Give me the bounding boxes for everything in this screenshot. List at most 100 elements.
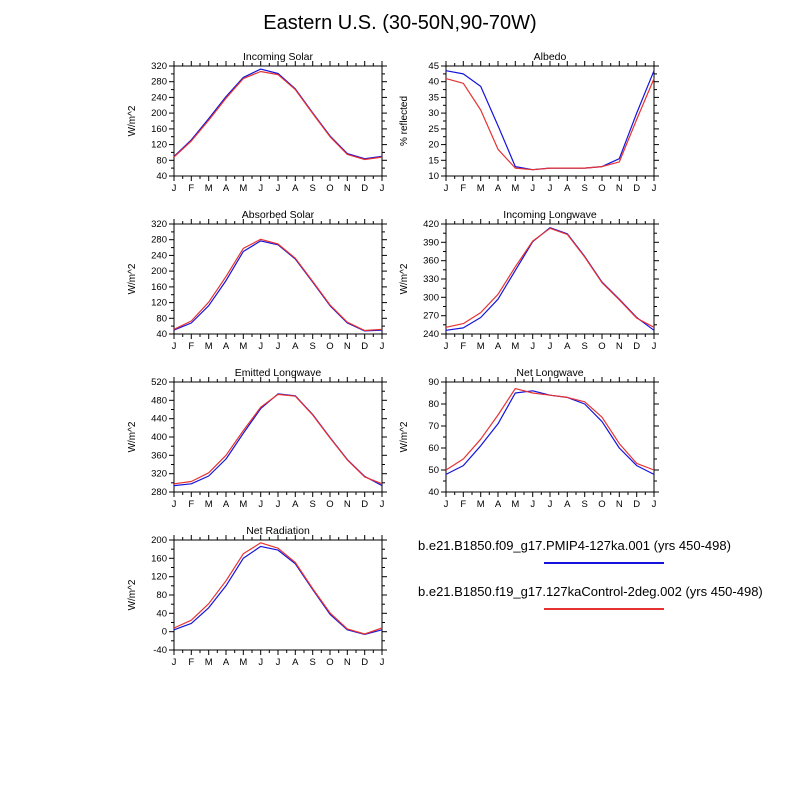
y-axis-label: W/m^2: [127, 105, 138, 136]
chart-net-longwave: Net Longwave W/m^2 J F M A M J J A S O N D J 40 50 60 70 80…: [394, 364, 664, 516]
svg-text:J: J: [172, 183, 177, 194]
chart-albedo: Albedo% reflected J F M A M J J A S O N D J 10 15 20 25 30…: [394, 48, 664, 200]
svg-text:S: S: [582, 341, 588, 352]
svg-text:J: J: [258, 499, 263, 510]
svg-text:160: 160: [151, 282, 167, 293]
plot-frame: [173, 539, 383, 651]
chart-title: Incoming Solar: [243, 51, 314, 63]
svg-text:J: J: [444, 341, 449, 352]
svg-text:O: O: [326, 657, 333, 668]
svg-text:J: J: [258, 183, 263, 194]
svg-text:320: 320: [151, 61, 167, 72]
chart-incoming-solar: Incoming Solar W/m^2 J F M A M J J A S O N D J 40 80 120 1…: [122, 48, 392, 200]
svg-text:45: 45: [428, 61, 439, 72]
svg-text:F: F: [188, 341, 194, 352]
svg-text:160: 160: [151, 553, 167, 564]
series-line-red: [173, 238, 383, 332]
svg-text:N: N: [344, 183, 351, 194]
svg-text:360: 360: [423, 256, 439, 267]
axis-ticks: [441, 61, 659, 181]
series-line-blue: [173, 393, 383, 487]
svg-text:J: J: [172, 657, 177, 668]
axis-ticks: [169, 219, 387, 339]
y-tick-labels: 280 320 360 400 440 480 520: [151, 377, 167, 498]
svg-text:J: J: [380, 499, 385, 510]
svg-text:J: J: [276, 183, 281, 194]
legend: b.e21.B1850.f09_g17.PMIP4-127ka.001 (yrs…: [418, 538, 790, 630]
series-line-red: [445, 227, 655, 328]
svg-text:320: 320: [151, 219, 167, 230]
series-line-blue: [445, 390, 655, 475]
svg-text:120: 120: [151, 572, 167, 583]
svg-text:M: M: [239, 341, 247, 352]
svg-text:O: O: [598, 341, 605, 352]
svg-text:-40: -40: [153, 645, 167, 656]
chart-title: Albedo: [534, 51, 567, 63]
svg-text:J: J: [276, 499, 281, 510]
y-tick-labels: -40 0 40 80 120 160 200: [151, 535, 167, 656]
svg-text:A: A: [495, 183, 502, 194]
svg-text:A: A: [564, 499, 571, 510]
series-line-red: [445, 388, 655, 471]
plot-frame: [445, 65, 655, 177]
svg-text:40: 40: [428, 77, 439, 88]
series-lines: [173, 393, 383, 487]
svg-text:420: 420: [423, 219, 439, 230]
svg-text:240: 240: [151, 92, 167, 103]
svg-text:80: 80: [156, 590, 167, 601]
series-lines: [173, 238, 383, 332]
svg-text:N: N: [616, 499, 623, 510]
plot-frame: [445, 223, 655, 335]
plot-frame: [173, 65, 383, 177]
svg-text:D: D: [361, 499, 368, 510]
svg-text:S: S: [310, 341, 316, 352]
svg-text:390: 390: [423, 237, 439, 248]
svg-text:S: S: [310, 499, 316, 510]
chart-title: Emitted Longwave: [235, 367, 322, 379]
svg-text:A: A: [223, 183, 230, 194]
svg-text:40: 40: [156, 171, 167, 182]
legend-label-control: b.e21.B1850.f19_g17.127kaControl-2deg.00…: [418, 584, 763, 599]
svg-text:O: O: [598, 183, 605, 194]
series-lines: [173, 68, 383, 161]
svg-text:O: O: [326, 499, 333, 510]
plot-frame: [173, 381, 383, 493]
series-lines: [445, 70, 655, 171]
svg-text:D: D: [633, 341, 640, 352]
chart-title: Incoming Longwave: [503, 209, 597, 221]
chart-title: Net Longwave: [516, 367, 583, 379]
svg-text:F: F: [460, 341, 466, 352]
series-lines: [445, 227, 655, 331]
svg-text:S: S: [582, 499, 588, 510]
svg-text:A: A: [292, 657, 299, 668]
chart-title: Net Radiation: [246, 525, 310, 537]
svg-text:80: 80: [156, 313, 167, 324]
y-tick-labels: 40 80 120 160 200 240 280 320: [151, 61, 167, 182]
y-axis-label: W/m^2: [127, 579, 138, 610]
svg-text:F: F: [460, 499, 466, 510]
svg-text:320: 320: [151, 469, 167, 480]
svg-text:400: 400: [151, 432, 167, 443]
svg-text:J: J: [548, 499, 553, 510]
svg-text:N: N: [616, 183, 623, 194]
svg-text:200: 200: [151, 108, 167, 119]
svg-text:15: 15: [428, 155, 439, 166]
legend-entry-control: b.e21.B1850.f19_g17.127kaControl-2deg.00…: [418, 584, 790, 610]
svg-text:M: M: [205, 657, 213, 668]
svg-text:280: 280: [151, 487, 167, 498]
svg-text:N: N: [344, 341, 351, 352]
page-title: Eastern U.S. (30-50N,90-70W): [263, 12, 537, 34]
svg-text:A: A: [223, 499, 230, 510]
svg-text:240: 240: [423, 329, 439, 340]
y-tick-labels: 10 15 20 25 30 35 40 45: [428, 61, 439, 182]
axis-ticks: [169, 61, 387, 181]
